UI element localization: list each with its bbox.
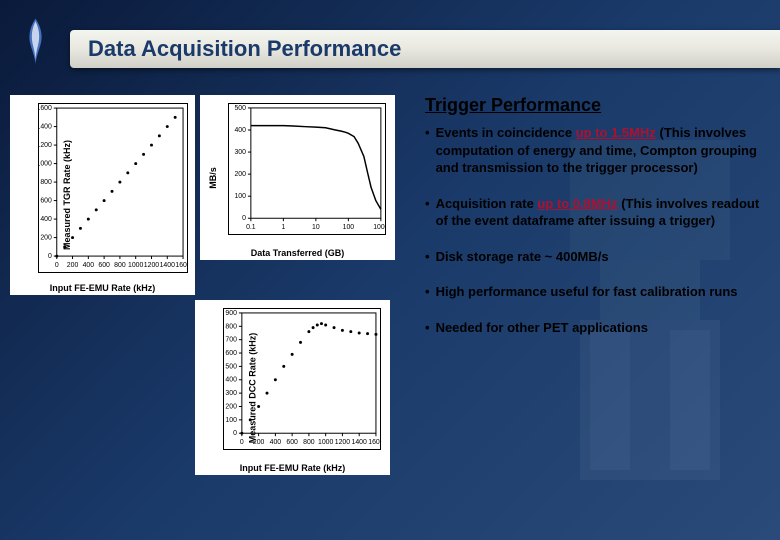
svg-text:1400: 1400: [352, 439, 367, 446]
title-bar: Data Acquisition Performance: [70, 30, 780, 68]
svg-text:600: 600: [286, 439, 298, 446]
svg-text:0: 0: [240, 439, 244, 446]
charts-column: Measured TGR Rate (kHz) Input FE-EMU Rat…: [0, 85, 405, 535]
chart-b-plot: 0200400600800100012001400160001002003004…: [223, 308, 381, 450]
section-title: Trigger Performance: [425, 95, 760, 116]
svg-text:500: 500: [234, 105, 246, 112]
svg-text:400: 400: [83, 262, 95, 269]
svg-text:700: 700: [225, 337, 237, 344]
svg-text:0: 0: [55, 262, 59, 269]
chart-tr-xlabel: Data Transferred (GB): [251, 248, 345, 258]
svg-text:1: 1: [281, 224, 285, 231]
svg-text:0.1: 0.1: [246, 224, 256, 231]
svg-text:10: 10: [312, 224, 320, 231]
svg-text:0: 0: [233, 430, 237, 437]
bullet-item: •Events in coincidence up to 1.5MHz (Thi…: [425, 124, 760, 177]
svg-text:0: 0: [48, 253, 52, 260]
svg-text:1000: 1000: [128, 262, 143, 269]
svg-text:100: 100: [343, 224, 355, 231]
chart-tl-plot: 0200400600800100012001400160002004006008…: [38, 103, 188, 273]
content: Measured TGR Rate (kHz) Input FE-EMU Rat…: [0, 85, 780, 535]
svg-text:200: 200: [234, 171, 246, 178]
svg-text:1200: 1200: [335, 439, 350, 446]
svg-text:1000: 1000: [318, 439, 333, 446]
svg-text:100: 100: [225, 417, 237, 424]
svg-text:800: 800: [303, 439, 315, 446]
svg-text:1600: 1600: [368, 439, 381, 446]
svg-text:1000: 1000: [38, 161, 52, 168]
svg-text:900: 900: [225, 310, 237, 317]
svg-text:300: 300: [225, 390, 237, 397]
svg-text:800: 800: [225, 323, 237, 330]
svg-text:400: 400: [270, 439, 282, 446]
svg-text:400: 400: [234, 127, 246, 134]
logo-icon: [0, 7, 70, 77]
svg-text:1000: 1000: [373, 224, 386, 231]
header: Data Acquisition Performance: [0, 30, 780, 68]
svg-text:200: 200: [40, 235, 52, 242]
page-title: Data Acquisition Performance: [88, 36, 401, 62]
svg-text:1200: 1200: [144, 262, 159, 269]
svg-text:600: 600: [225, 350, 237, 357]
bullet-item: •Disk storage rate ~ 400MB/s: [425, 248, 760, 266]
chart-data-transfer: MB/s Data Transferred (GB) 0.11101001000…: [200, 95, 395, 260]
chart-tr-plot: 0.1 1 10 100 1000 0 100 200 300 400 500: [228, 103, 386, 235]
svg-text:600: 600: [98, 262, 110, 269]
bullet-item: •Acquisition rate up to 0.8MHz (This inv…: [425, 195, 760, 230]
chart-tl-xlabel: Input FE-EMU Rate (kHz): [50, 283, 156, 293]
svg-text:400: 400: [40, 216, 52, 223]
chart-tgr-rate: Measured TGR Rate (kHz) Input FE-EMU Rat…: [10, 95, 195, 295]
svg-text:800: 800: [40, 179, 52, 186]
svg-text:600: 600: [40, 198, 52, 205]
svg-text:300: 300: [234, 149, 246, 156]
svg-text:1400: 1400: [160, 262, 175, 269]
text-column: Trigger Performance •Events in coinciden…: [405, 85, 780, 535]
bullet-item: •High performance useful for fast calibr…: [425, 283, 760, 301]
svg-text:1200: 1200: [38, 142, 52, 149]
svg-text:1400: 1400: [38, 124, 52, 131]
bullet-list: •Events in coincidence up to 1.5MHz (Thi…: [425, 124, 760, 336]
bullet-item: •Needed for other PET applications: [425, 319, 760, 337]
chart-dcc-rate: Measured DCC Rate (kHz) Input FE-EMU Rat…: [195, 300, 390, 475]
svg-text:200: 200: [67, 262, 79, 269]
chart-b-xlabel: Input FE-EMU Rate (kHz): [240, 463, 346, 473]
svg-text:200: 200: [253, 439, 265, 446]
svg-text:200: 200: [225, 403, 237, 410]
svg-text:1600: 1600: [175, 262, 188, 269]
svg-text:0: 0: [242, 215, 246, 222]
svg-text:800: 800: [114, 262, 126, 269]
svg-text:100: 100: [234, 193, 246, 200]
svg-text:1600: 1600: [38, 105, 52, 112]
svg-text:400: 400: [225, 377, 237, 384]
chart-tr-ylabel: MB/s: [208, 167, 218, 189]
svg-text:500: 500: [225, 363, 237, 370]
